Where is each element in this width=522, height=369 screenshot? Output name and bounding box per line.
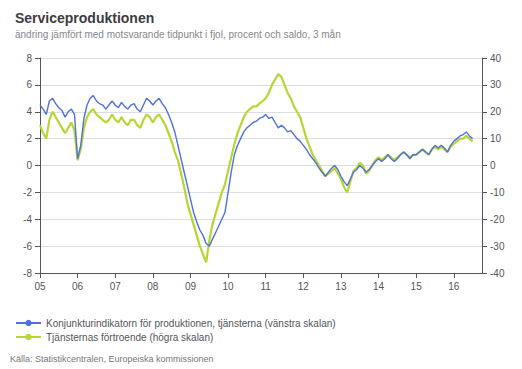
svg-text:ändring jämfört med motsvarand: ändring jämfört med motsvarande tidpunkt…: [15, 29, 341, 40]
svg-text:4: 4: [26, 106, 32, 117]
svg-text:-8: -8: [23, 268, 32, 279]
svg-text:Källa: Statistikcentralen, Eur: Källa: Statistikcentralen, Europeiska ko…: [10, 354, 214, 364]
svg-text:30: 30: [490, 79, 502, 90]
svg-text:07: 07: [110, 281, 122, 292]
svg-text:0: 0: [26, 160, 32, 171]
svg-text:-20: -20: [490, 214, 505, 225]
svg-text:8: 8: [26, 53, 32, 64]
svg-text:Tjänsternas förtroende (högra: Tjänsternas förtroende (högra skalan): [46, 332, 213, 343]
svg-text:-40: -40: [490, 268, 505, 279]
svg-text:10: 10: [223, 281, 235, 292]
svg-text:40: 40: [490, 53, 502, 64]
svg-text:Konjunkturindikatorn för produ: Konjunkturindikatorn för produktionen, t…: [46, 318, 336, 329]
svg-text:6: 6: [26, 79, 32, 90]
svg-text:13: 13: [335, 281, 347, 292]
svg-text:15: 15: [411, 281, 423, 292]
svg-text:16: 16: [448, 281, 460, 292]
svg-text:14: 14: [373, 281, 385, 292]
svg-text:-2: -2: [23, 187, 32, 198]
svg-text:10: 10: [490, 133, 502, 144]
svg-text:Serviceproduktionen: Serviceproduktionen: [15, 10, 154, 26]
svg-text:20: 20: [490, 106, 502, 117]
svg-text:0: 0: [490, 160, 496, 171]
svg-text:-30: -30: [490, 241, 505, 252]
svg-text:-4: -4: [23, 214, 32, 225]
svg-text:12: 12: [298, 281, 310, 292]
svg-text:11: 11: [261, 281, 272, 292]
svg-text:05: 05: [34, 281, 46, 292]
svg-text:08: 08: [147, 281, 159, 292]
svg-text:06: 06: [72, 281, 84, 292]
svg-text:09: 09: [185, 281, 197, 292]
svg-text:-10: -10: [490, 187, 505, 198]
svg-text:2: 2: [26, 133, 32, 144]
svg-text:-6: -6: [23, 241, 32, 252]
